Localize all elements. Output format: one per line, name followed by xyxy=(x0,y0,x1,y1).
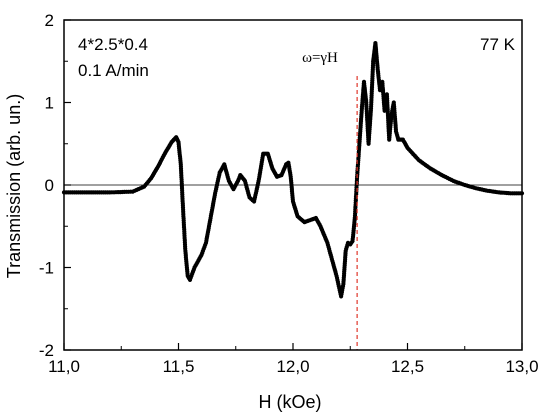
y-axis-title: Transmission (arb. un.) xyxy=(4,94,24,278)
y-tick-label: 2 xyxy=(45,11,54,30)
x-tick-label: 11,5 xyxy=(163,357,195,376)
x-tick-label: 13,0 xyxy=(505,357,538,376)
y-tick-label: 0 xyxy=(45,176,54,195)
x-axis-title: H (kOe) xyxy=(259,392,322,412)
sweep-rate-label: 0.1 A/min xyxy=(78,61,149,80)
sample-dimensions-label: 4*2.5*0.4 xyxy=(78,35,148,54)
y-tick-label: -1 xyxy=(39,259,54,278)
resonance-condition-label: ω=γH xyxy=(302,50,338,66)
y-tick-label: -2 xyxy=(39,341,54,360)
temperature-label: 77 K xyxy=(480,35,516,54)
x-tick-label: 12,0 xyxy=(276,357,309,376)
axis-ticks: 11,0 11,5 12,0 12,5 13,0 -2 -1 0 1 2 xyxy=(39,11,539,376)
x-tick-label: 11,0 xyxy=(48,357,80,376)
y-tick-label: 1 xyxy=(45,94,54,113)
x-tick-label: 12,5 xyxy=(391,357,424,376)
data-points xyxy=(61,41,525,299)
